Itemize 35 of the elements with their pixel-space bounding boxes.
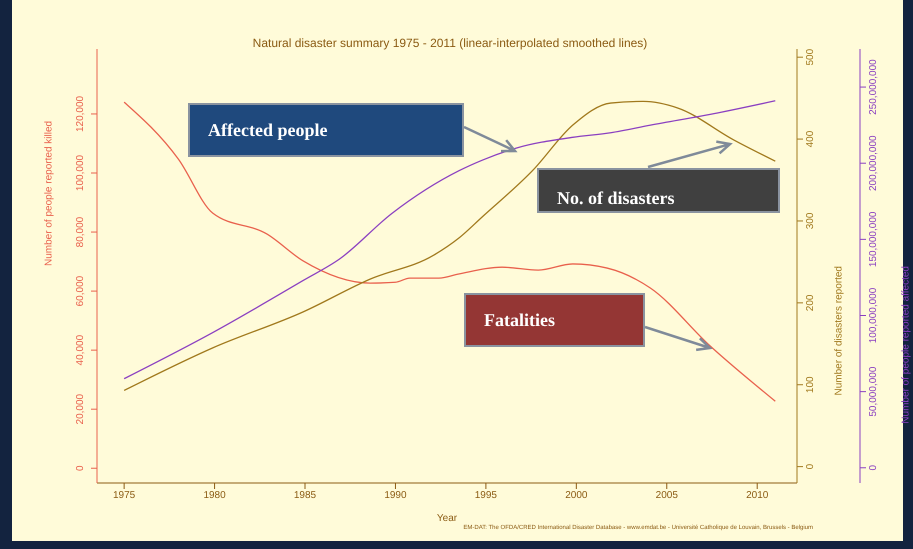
x-tick-label: 2010 [746,490,769,502]
y-tick-label: 120,000 [75,95,86,132]
y3-tick-label: 0 [868,464,879,471]
text-box: Fatalities [464,293,645,347]
y2-tick-label: 0 [805,463,816,470]
y-tick-label: 0 [75,465,86,472]
y-tick-label: 20,000 [75,393,86,424]
x-tick-label: 1990 [384,490,408,502]
x-tick-label: 1995 [474,490,498,502]
x-tick-label: 2005 [656,490,678,502]
y3-tick-label: 200,000,000 [868,134,879,192]
chart-title: Natural disaster summary 1975 - 2011 (linear-interpolated smoothed lines) [252,36,648,50]
x-axis-title: Year [436,513,458,524]
y-axis-title: Number of people reported killed [44,120,55,266]
y3-tick-label: 50,000,000 [868,366,879,417]
y2-tick-label: 400 [805,130,816,148]
y3-axis-title: Number of people reported affected [900,266,912,424]
x-tick-label: 2000 [565,490,588,502]
y2-tick-label: 100 [805,376,816,394]
x-tick-label: 1980 [203,490,226,502]
y-tick-label: 40,000 [75,334,86,366]
y3-tick-label: 250,000,000 [868,58,879,115]
y3-tick-label: 150,000,000 [868,211,879,268]
y2-tick-label: 500 [805,48,816,66]
y2-tick-label: 200 [805,294,816,312]
x-tick-label: 1985 [294,490,317,502]
y-tick-label: 60,000 [75,275,86,306]
y3-tick-label: 100,000,000 [868,287,879,344]
x-tick-label: 1975 [113,490,136,502]
y2-tick-label: 300 [805,212,816,230]
text-box: No. of disasters [537,168,780,213]
y-tick-label: 100,000 [75,154,86,192]
text-box: Affected people [188,103,464,157]
y-tick-label: 80,000 [75,216,86,248]
y2-axis-title: Number of disasters reported [834,266,845,396]
